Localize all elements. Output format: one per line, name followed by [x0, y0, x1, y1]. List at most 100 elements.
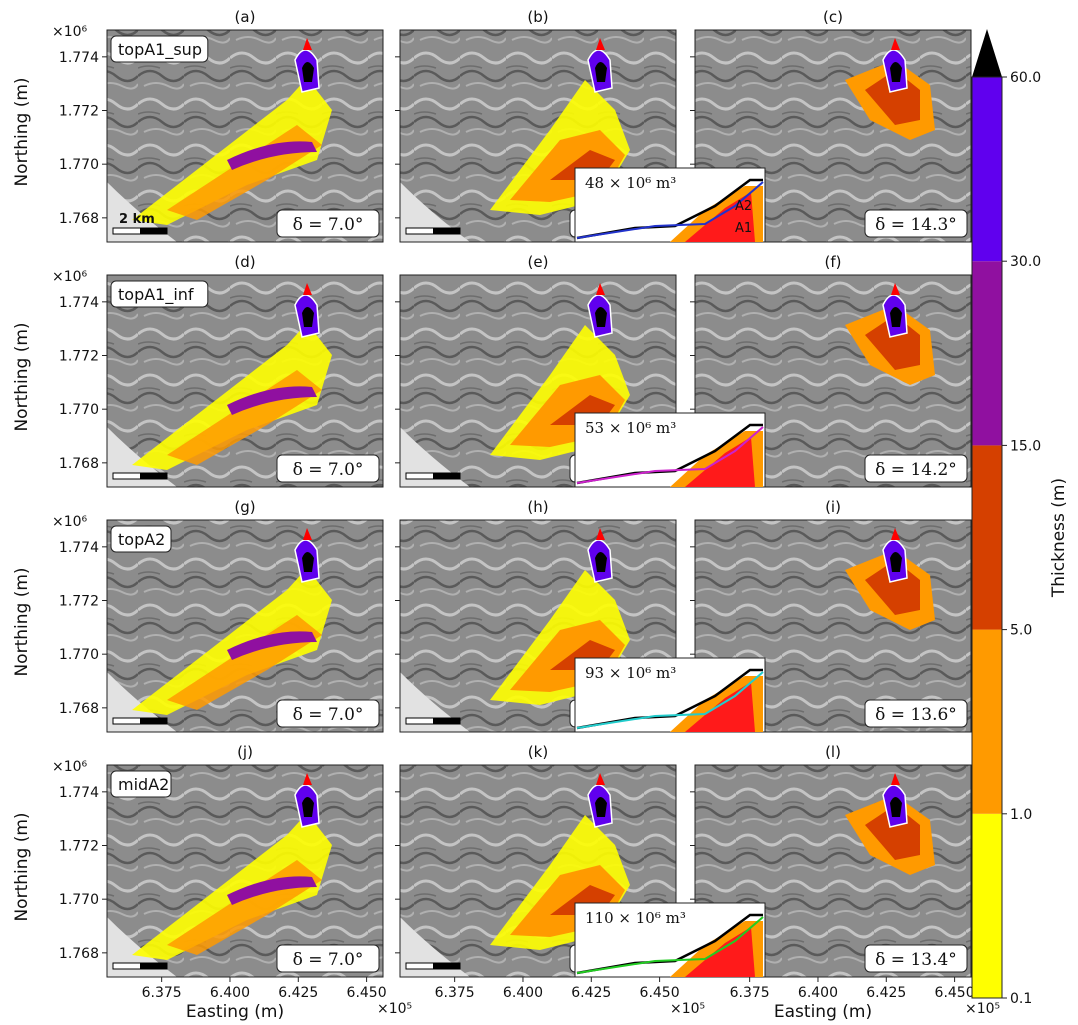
- panel-frame: [399, 29, 677, 243]
- model-label: midA2: [118, 775, 169, 794]
- inset-volume-label: 48 × 10⁶ m³: [585, 174, 676, 192]
- scale-bar: 2 km: [112, 212, 168, 235]
- flow-purple-channel: [227, 631, 317, 660]
- profile-inset: 93 × 10⁶ m³: [574, 657, 766, 733]
- y-multiplier: ×10⁶: [52, 24, 88, 40]
- friction-angle-label: δ = 7.0°: [293, 950, 364, 970]
- delta-label-box: [276, 454, 380, 483]
- vent-marker: [891, 283, 900, 295]
- vent-thick-core: [302, 797, 314, 817]
- inset-volume-label: 110 × 10⁶ m³: [585, 909, 686, 927]
- panel-letter: (k): [528, 743, 548, 761]
- panel-frame: [694, 519, 972, 733]
- y-tick-label: 1.768: [59, 701, 99, 717]
- flow-purple-channel: [227, 141, 317, 170]
- panel-frame: [106, 274, 384, 488]
- scale-bar-black: [140, 473, 167, 479]
- y-axis-label: Northing (m): [12, 77, 32, 186]
- panel-letter: (i): [825, 498, 841, 516]
- profile-surface-line: [576, 181, 764, 239]
- panel-d: (d) topA1_inf δ = 7.0° 1.768 1.770 1.772 1.774…: [12, 253, 384, 488]
- y-multiplier: ×10⁶: [52, 269, 88, 285]
- vent-thick-core: [595, 62, 607, 82]
- y-tick-label: 1.770: [59, 892, 99, 908]
- x-axis-label: Easting (m): [774, 1002, 872, 1022]
- sea-area: [400, 182, 470, 242]
- colorbar-tick-label: 0.1: [1010, 991, 1032, 1007]
- scale-bar: [405, 962, 461, 970]
- vent-marker: [891, 528, 900, 540]
- panel-j: (j) midA2 δ = 7.0° 1.768 1.770 1.772 1.774 ×10⁶…: [12, 743, 412, 1022]
- flow-low-thickness: [132, 323, 332, 470]
- x-tick-label: 6.425: [571, 985, 611, 1001]
- vent-marker: [303, 283, 312, 295]
- panel-letter: (e): [528, 253, 549, 271]
- vent-thick-core: [890, 552, 902, 572]
- friction-angle-label: δ = 7.0°: [293, 215, 364, 235]
- panel-frame: [399, 519, 677, 733]
- y-tick-label: 1.770: [59, 402, 99, 418]
- delta-label-box: [864, 699, 968, 728]
- y-tick-label: 1.774: [59, 785, 99, 801]
- flow-purple-channel: [227, 876, 317, 905]
- colorbar-tick-label: 15.0: [1010, 438, 1041, 454]
- y-tick-label: 1.770: [59, 157, 99, 173]
- panel-letter: (h): [527, 498, 548, 516]
- vent-thick-core: [302, 307, 314, 327]
- inset-volume-label: 53 × 10⁶ m³: [585, 419, 676, 437]
- panel-letter: (b): [527, 8, 548, 26]
- panel-letter: (c): [823, 8, 843, 26]
- panel-frame: [694, 764, 972, 978]
- x-tick-label: 6.425: [866, 985, 906, 1001]
- sea-area: [107, 427, 177, 487]
- y-tick-label: 1.772: [59, 104, 99, 120]
- friction-angle-label: δ = 14.2°: [875, 460, 957, 480]
- y-tick-label: 1.774: [59, 295, 99, 311]
- profile-surface-line: [576, 916, 764, 974]
- friction-angle-label: δ = 13.6°: [875, 705, 957, 725]
- panel-frame: [106, 519, 384, 733]
- delta-label-box: [276, 944, 380, 973]
- colorbar-segment: [972, 77, 1002, 262]
- scale-bar-black: [433, 228, 460, 234]
- vent-marker: [303, 528, 312, 540]
- sea-area: [400, 672, 470, 732]
- y-tick-label: 1.772: [59, 594, 99, 610]
- vent-thick-core: [890, 62, 902, 82]
- scale-bar-black: [433, 963, 460, 969]
- vent-marker: [891, 38, 900, 50]
- flow-purple-channel: [227, 386, 317, 415]
- y-tick-label: 1.768: [59, 211, 99, 227]
- inset-volume-label: 93 × 10⁶ m³: [585, 664, 676, 682]
- y-multiplier: ×10⁶: [52, 514, 88, 530]
- profile-inset: 48 × 10⁶ m³ A2 A1: [574, 167, 766, 243]
- colorbar-tick-label: 1.0: [1010, 807, 1032, 823]
- sea-area: [400, 427, 470, 487]
- colorbar-tick-label: 5.0: [1010, 623, 1032, 639]
- x-tick-label: 6.450: [935, 985, 975, 1001]
- sea-area: [107, 672, 177, 732]
- sea-area: [107, 182, 177, 242]
- scale-bar-black: [433, 473, 460, 479]
- y-tick-label: 1.774: [59, 50, 99, 66]
- vent-thick-core: [595, 552, 607, 572]
- model-label: topA1_sup: [118, 40, 202, 60]
- panel-letter: (j): [237, 743, 253, 761]
- profile-inset: 110 × 10⁶ m³: [574, 902, 766, 978]
- friction-angle-label: δ = 14.3°: [875, 215, 957, 235]
- model-label-box: [110, 35, 209, 63]
- panel-frame: [694, 274, 972, 488]
- model-label: topA2: [118, 530, 165, 549]
- y-axis-label: Northing (m): [12, 322, 32, 431]
- delta-label-box: [864, 209, 968, 238]
- vent-marker: [596, 773, 605, 785]
- profile-surface-line: [576, 426, 764, 484]
- x-tick-label: 6.450: [347, 985, 387, 1001]
- x-tick-label: 6.400: [798, 985, 838, 1001]
- inset-unit-label: A1: [735, 221, 752, 236]
- scale-bar-black: [433, 718, 460, 724]
- scale-bar: [405, 472, 461, 480]
- sea-area: [400, 917, 470, 977]
- scale-bar-label: 2 km: [119, 212, 155, 227]
